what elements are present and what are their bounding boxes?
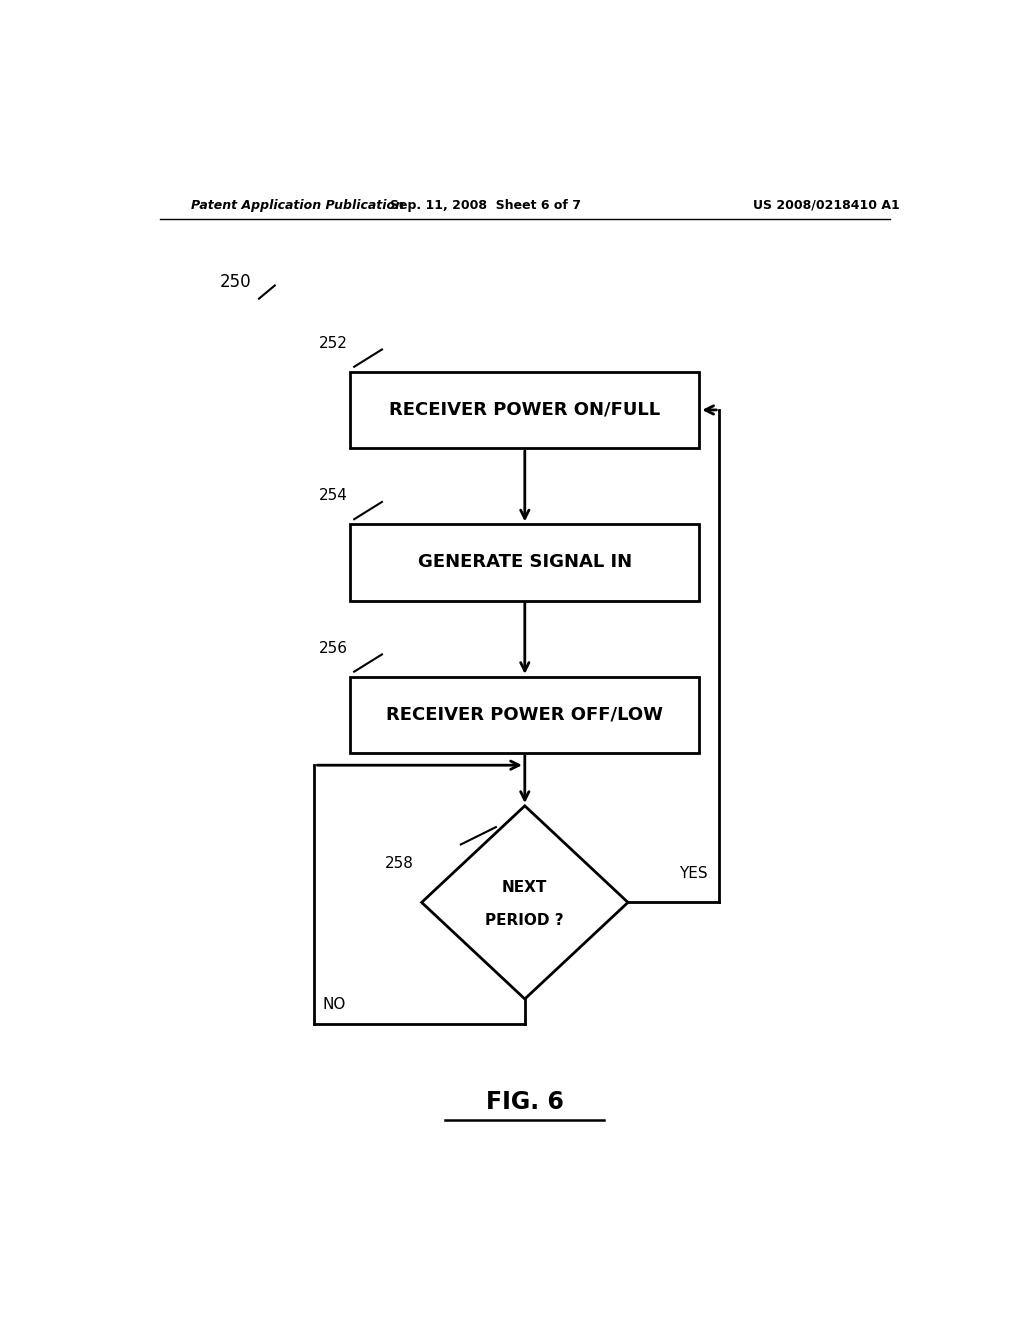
Text: RECEIVER POWER OFF/LOW: RECEIVER POWER OFF/LOW (386, 706, 664, 723)
Text: 256: 256 (318, 640, 347, 656)
Text: 254: 254 (318, 488, 347, 503)
Polygon shape (422, 805, 628, 999)
FancyBboxPatch shape (350, 677, 699, 752)
FancyBboxPatch shape (350, 372, 699, 447)
Text: Patent Application Publication: Patent Application Publication (191, 198, 404, 211)
Text: Sep. 11, 2008  Sheet 6 of 7: Sep. 11, 2008 Sheet 6 of 7 (389, 198, 581, 211)
Text: 258: 258 (385, 857, 414, 871)
Text: FIG. 6: FIG. 6 (485, 1089, 564, 1114)
Text: RECEIVER POWER ON/FULL: RECEIVER POWER ON/FULL (389, 401, 660, 418)
Text: 250: 250 (219, 273, 251, 292)
Text: NEXT: NEXT (502, 879, 548, 895)
Text: US 2008/0218410 A1: US 2008/0218410 A1 (753, 198, 900, 211)
Text: 252: 252 (318, 335, 347, 351)
Text: NO: NO (323, 997, 346, 1012)
Text: GENERATE SIGNAL IN: GENERATE SIGNAL IN (418, 553, 632, 572)
FancyBboxPatch shape (350, 524, 699, 601)
Text: YES: YES (679, 866, 708, 882)
Text: PERIOD ?: PERIOD ? (485, 913, 564, 928)
